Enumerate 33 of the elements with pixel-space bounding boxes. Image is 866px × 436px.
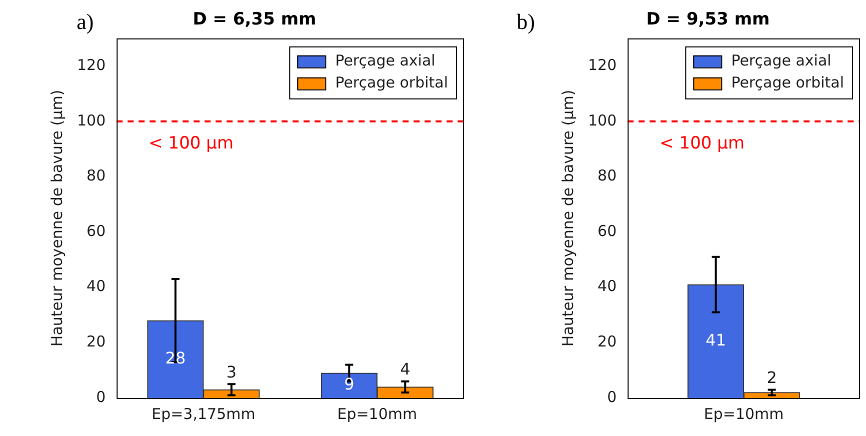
y-tick-label: 60 [598, 222, 617, 240]
data-label: 41 [706, 330, 726, 350]
legend-label: Perçage orbital [731, 73, 844, 92]
legend-label: Perçage axial [335, 51, 436, 70]
y-tick-label: 100 [588, 111, 617, 130]
ref-line-label: < 100 µm [148, 133, 234, 154]
y-tick-label: 40 [86, 277, 106, 296]
y-tick-label: 120 [588, 56, 617, 74]
y-axis-title: Hauteur moyenne de bavure (µm) [48, 90, 66, 347]
x-tick-label: Ep=10mm [704, 404, 784, 423]
text: a) [76, 8, 94, 34]
y-tick-label: 0 [607, 388, 617, 406]
chart-title: D = 6,35 mm [192, 10, 316, 30]
text: b) [516, 8, 535, 34]
ref-line-label: < 100 µm [660, 133, 745, 154]
y-tick-label: 100 [76, 111, 106, 130]
x-tick-label: Ep=10mm [337, 404, 418, 423]
data-label: 4 [400, 360, 410, 379]
y-tick-label: 40 [598, 277, 617, 296]
y-tick-label: 80 [86, 166, 106, 185]
y-tick-label: 20 [86, 332, 106, 351]
y-tick-label: 20 [598, 332, 617, 351]
legend-label: Perçage orbital [335, 73, 448, 92]
x-tick-label: Ep=3,175mm [152, 404, 256, 423]
y-tick-label: 80 [598, 166, 617, 185]
data-label: 3 [226, 362, 237, 382]
data-label: 2 [766, 368, 777, 387]
legend-label: Perçage axial [731, 51, 832, 70]
y-axis-title: Hauteur moyenne de bavure (µm) [558, 90, 577, 347]
y-tick-label: 120 [76, 56, 106, 74]
y-tick-label: 0 [96, 388, 106, 406]
y-tick-label: 60 [86, 222, 106, 240]
chart-title: D = 9,53 mm [646, 10, 770, 30]
